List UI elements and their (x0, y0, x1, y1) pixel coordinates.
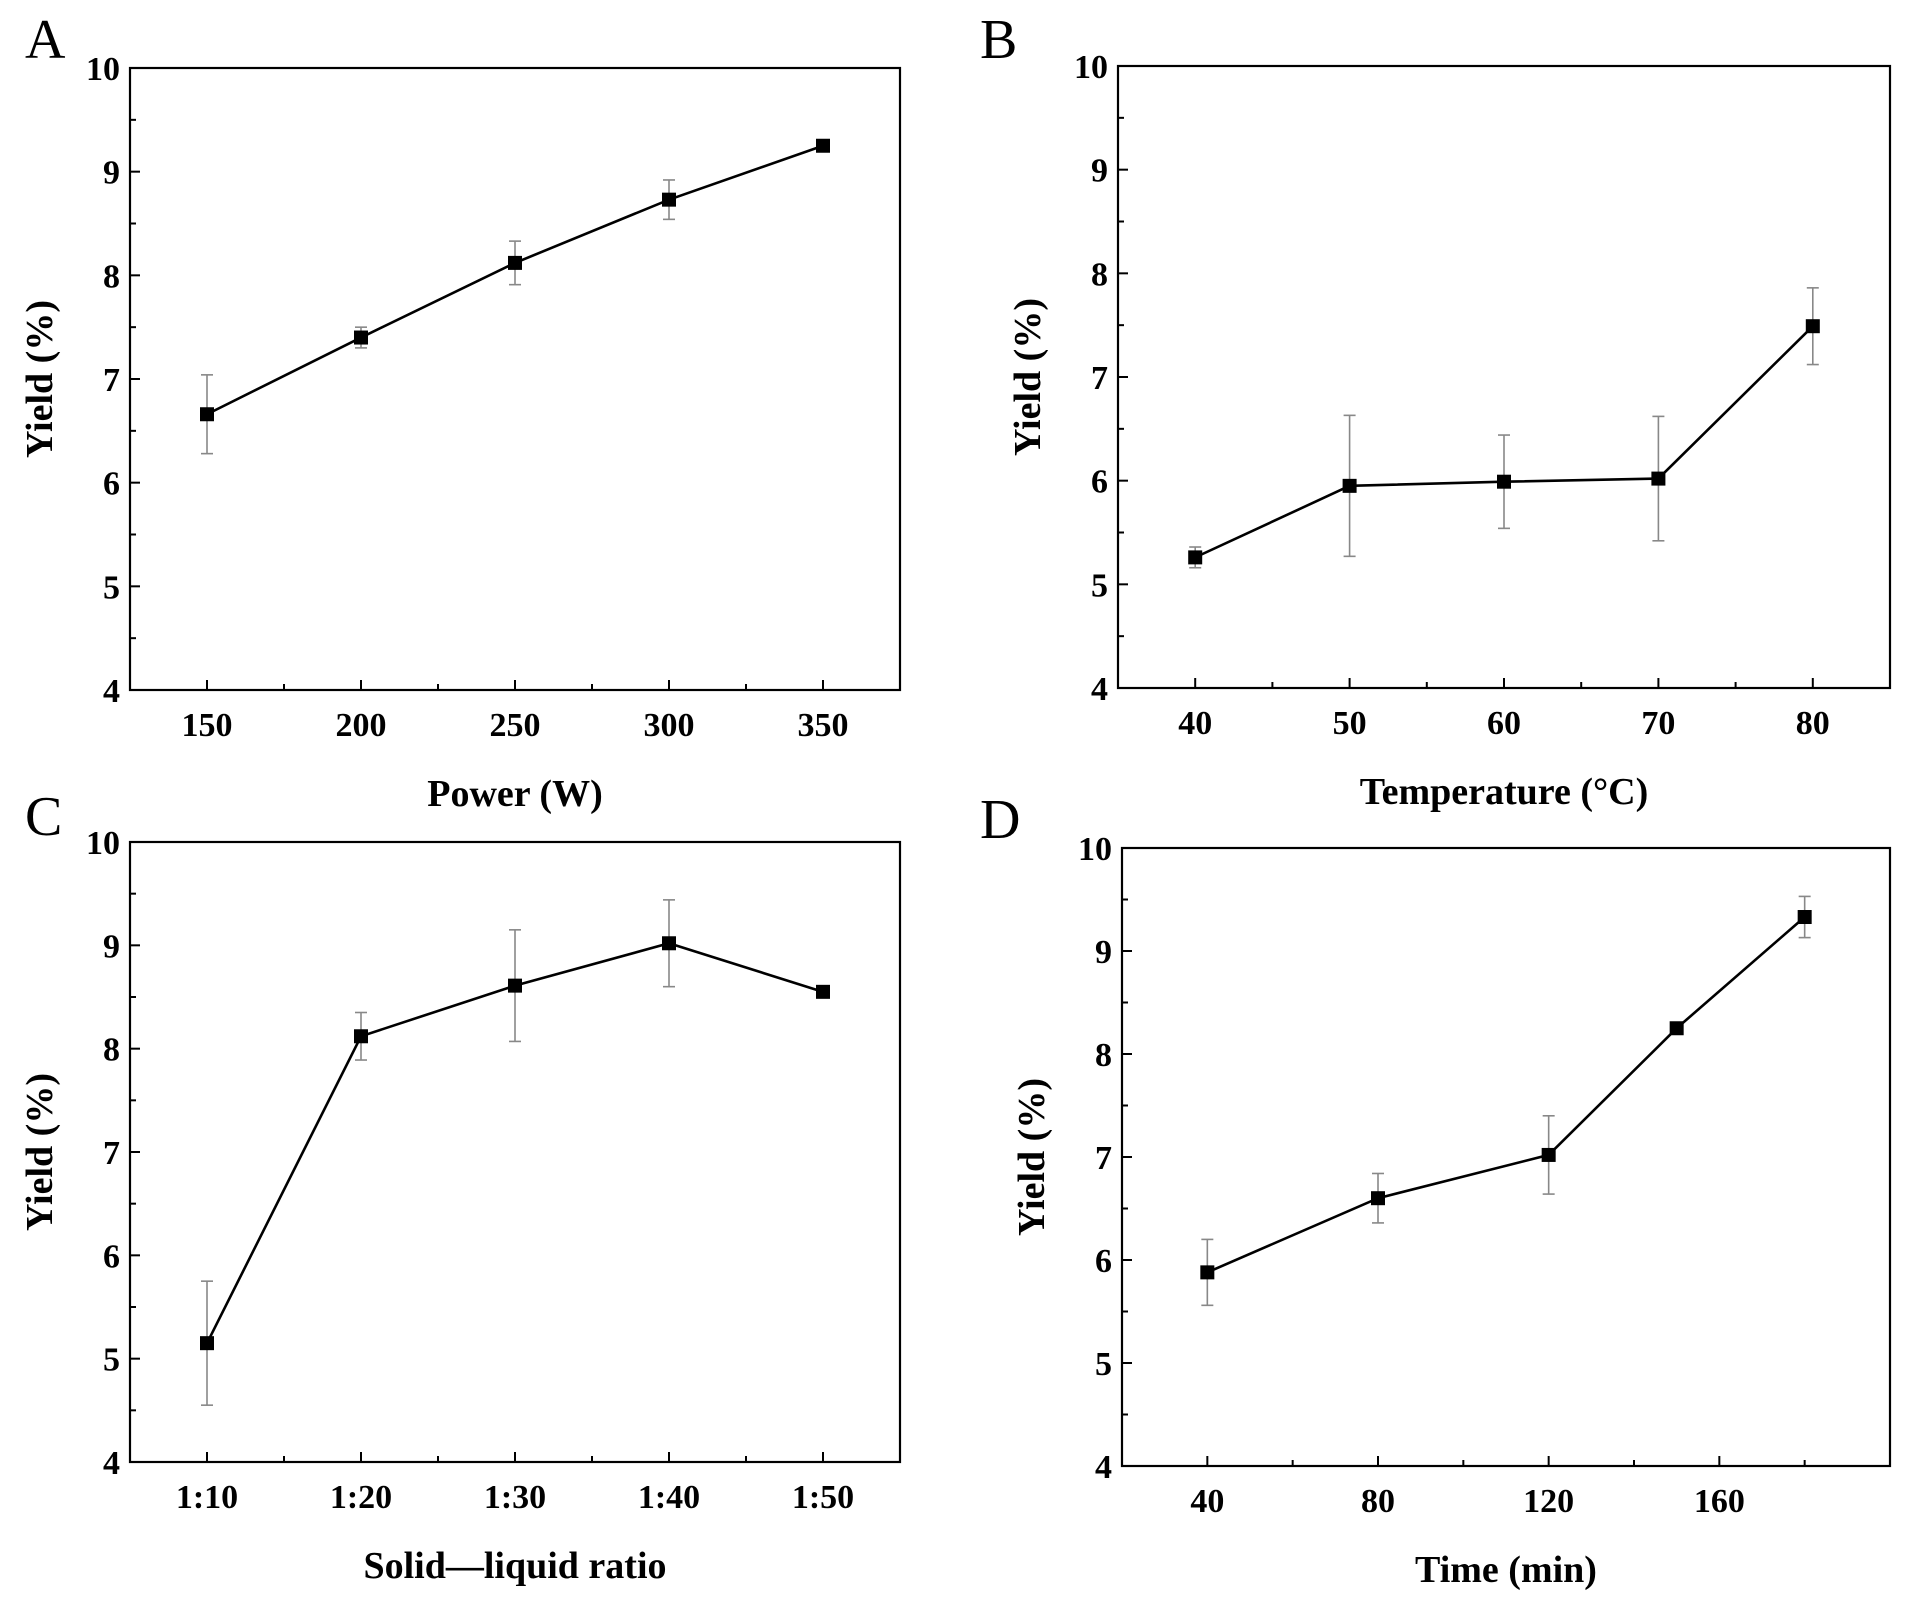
y-tick-label: 8 (103, 258, 120, 295)
x-tick-label: 80 (1361, 1483, 1395, 1520)
panel-letter: A (25, 9, 66, 71)
chart-panel-c: C 4 5 6 7 8 9 10 1:10 1:20 1:30 1:40 1:50 Solid—liqui… (19, 786, 902, 1587)
x-axis-label: Power (W) (427, 773, 603, 815)
chart-panel-b: B 4 5 6 7 8 9 10 40 50 60 70 80 Temperature (°C) Yield… (980, 9, 1892, 813)
y-tick-label: 9 (103, 155, 120, 192)
y-tick-label: 10 (86, 825, 120, 862)
chart-panel-a: A 4 5 6 7 8 9 10 150 200 250 300 350 Power (W) Yield (… (19, 9, 902, 815)
y-tick-label: 8 (103, 1032, 120, 1069)
data-point (662, 936, 676, 951)
x-axis-label: Solid—liquid ratio (363, 1545, 666, 1587)
data-point (816, 984, 830, 999)
x-axis-label: Temperature (°C) (1360, 771, 1649, 813)
data-point (200, 407, 214, 422)
y-axis-label: Yield (%) (1007, 298, 1049, 456)
x-tick-label: 60 (1487, 705, 1521, 742)
plot-frame (128, 66, 902, 692)
panel-letter: B (980, 9, 1017, 71)
x-tick-label: 200 (336, 707, 387, 744)
x-tick-label: 1:50 (792, 1479, 854, 1516)
data-point (508, 255, 522, 270)
plot-frame (1120, 846, 1892, 1468)
data-point (1497, 474, 1511, 489)
data-point (1541, 1147, 1556, 1162)
y-tick-label: 10 (1074, 49, 1108, 86)
x-tick-label: 80 (1796, 705, 1830, 742)
x-tick-label: 40 (1190, 1483, 1224, 1520)
x-tick-label: 70 (1641, 705, 1675, 742)
x-tick-label: 250 (490, 707, 541, 744)
data-point (1805, 319, 1820, 334)
data-point (1200, 1265, 1215, 1280)
x-tick-label: 300 (644, 707, 695, 744)
plot-frame (1116, 64, 1892, 690)
x-tick-label: 1:40 (638, 1479, 700, 1516)
y-tick-label: 6 (1095, 1243, 1112, 1280)
y-tick-label: 8 (1095, 1037, 1112, 1074)
data-point (816, 138, 830, 153)
y-tick-label: 5 (103, 569, 120, 606)
chart-panel-d: D 4 5 6 7 8 9 10 40 80 120 160 Time (min) Yield (%) (980, 789, 1892, 1591)
y-tick-label: 8 (1091, 256, 1108, 293)
y-tick-label: 6 (103, 466, 120, 503)
x-tick-label: 1:30 (484, 1479, 546, 1516)
x-tick-label: 1:10 (176, 1479, 238, 1516)
data-point (1188, 550, 1203, 565)
y-tick-label: 5 (1095, 1346, 1112, 1383)
x-tick-label: 40 (1178, 705, 1212, 742)
y-tick-label: 7 (1091, 360, 1108, 397)
y-tick-label: 9 (1095, 934, 1112, 971)
x-tick-label: 120 (1523, 1483, 1574, 1520)
y-tick-label: 6 (1091, 464, 1108, 501)
y-tick-label: 7 (103, 1135, 120, 1172)
series-line (1206, 916, 1806, 1274)
y-tick-label: 4 (103, 1445, 120, 1482)
x-tick-label: 50 (1333, 705, 1367, 742)
y-axis-label: Yield (%) (1011, 1078, 1053, 1236)
y-axis-label: Yield (%) (19, 1073, 61, 1231)
x-tick-label: 150 (182, 707, 233, 744)
data-point (1651, 471, 1666, 486)
data-point (662, 192, 676, 207)
y-tick-label: 4 (1095, 1449, 1112, 1486)
x-axis-label: Time (min) (1415, 1549, 1597, 1591)
data-point (354, 1029, 368, 1044)
y-tick-label: 10 (86, 51, 120, 88)
panel-letter: C (25, 786, 62, 848)
y-tick-label: 5 (103, 1342, 120, 1379)
y-tick-label: 7 (1095, 1140, 1112, 1177)
data-point (1342, 478, 1357, 493)
y-tick-label: 7 (103, 362, 120, 399)
y-tick-label: 10 (1078, 831, 1112, 868)
data-point (508, 978, 522, 993)
data-point (1371, 1191, 1385, 1206)
data-point (354, 330, 368, 345)
data-point (1669, 1021, 1684, 1036)
x-tick-label: 1:20 (330, 1479, 392, 1516)
y-tick-label: 9 (103, 928, 120, 965)
x-tick-label: 160 (1694, 1483, 1745, 1520)
data-point (1797, 910, 1812, 925)
y-axis-label: Yield (%) (19, 300, 61, 458)
y-tick-label: 6 (103, 1238, 120, 1275)
y-tick-label: 4 (1091, 671, 1108, 708)
y-tick-label: 9 (1091, 153, 1108, 190)
y-tick-label: 4 (103, 673, 120, 710)
panel-letter: D (980, 789, 1020, 851)
y-tick-label: 5 (1091, 567, 1108, 604)
x-tick-label: 350 (798, 707, 849, 744)
data-point (200, 1336, 214, 1351)
